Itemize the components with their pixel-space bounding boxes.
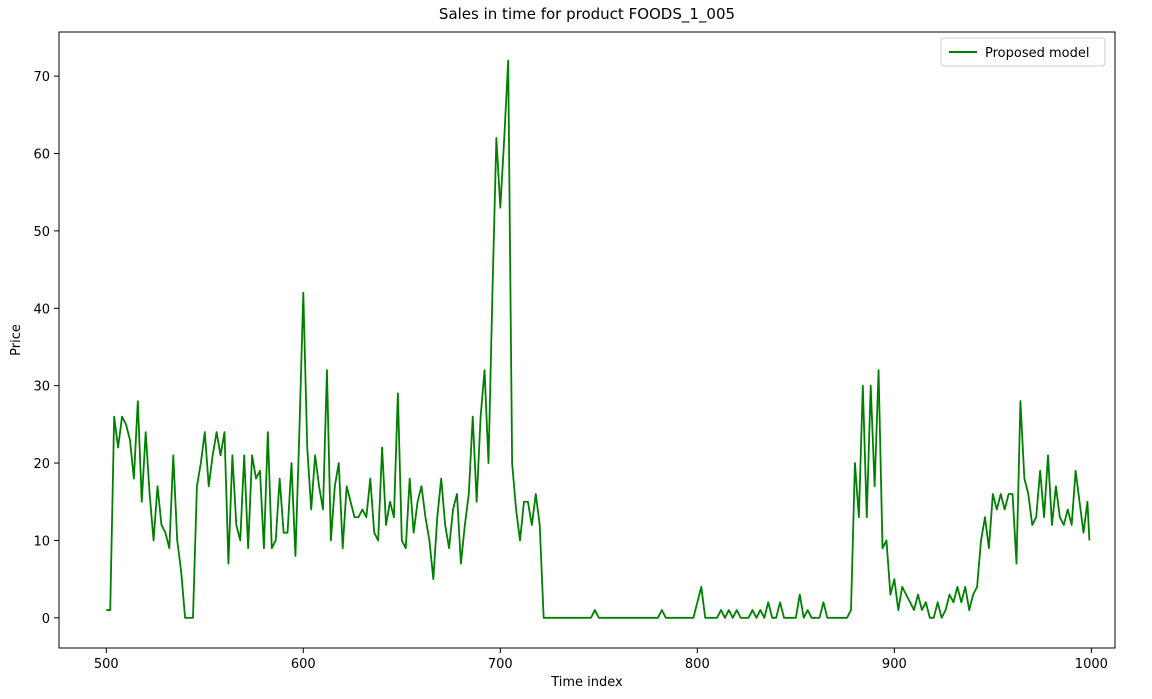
- legend-label: Proposed model: [985, 46, 1089, 61]
- x-tick-label: 800: [685, 657, 710, 672]
- x-tick-label: 500: [94, 657, 119, 672]
- y-tick-label: 0: [42, 612, 50, 627]
- x-tick-label: 600: [291, 657, 316, 672]
- y-tick-label: 50: [33, 225, 50, 240]
- x-axis-label: Time index: [550, 675, 623, 690]
- plot-frame: [58, 31, 1116, 649]
- y-axis-label: Price: [9, 324, 24, 356]
- data-line: [106, 59, 1091, 619]
- y-tick-label: 20: [33, 457, 50, 472]
- y-tick-label: 30: [33, 380, 50, 395]
- x-tick-label: 1000: [1075, 657, 1108, 672]
- y-tick-label: 10: [33, 534, 50, 549]
- y-tick-label: 40: [33, 302, 50, 317]
- y-tick-label: 70: [33, 70, 50, 85]
- legend-box: [940, 37, 1106, 67]
- x-tick-label: 900: [882, 657, 907, 672]
- y-tick-label: 60: [33, 147, 50, 162]
- x-tick-label: 700: [488, 657, 513, 672]
- chart-title: Sales in time for product FOODS_1_005: [439, 5, 735, 24]
